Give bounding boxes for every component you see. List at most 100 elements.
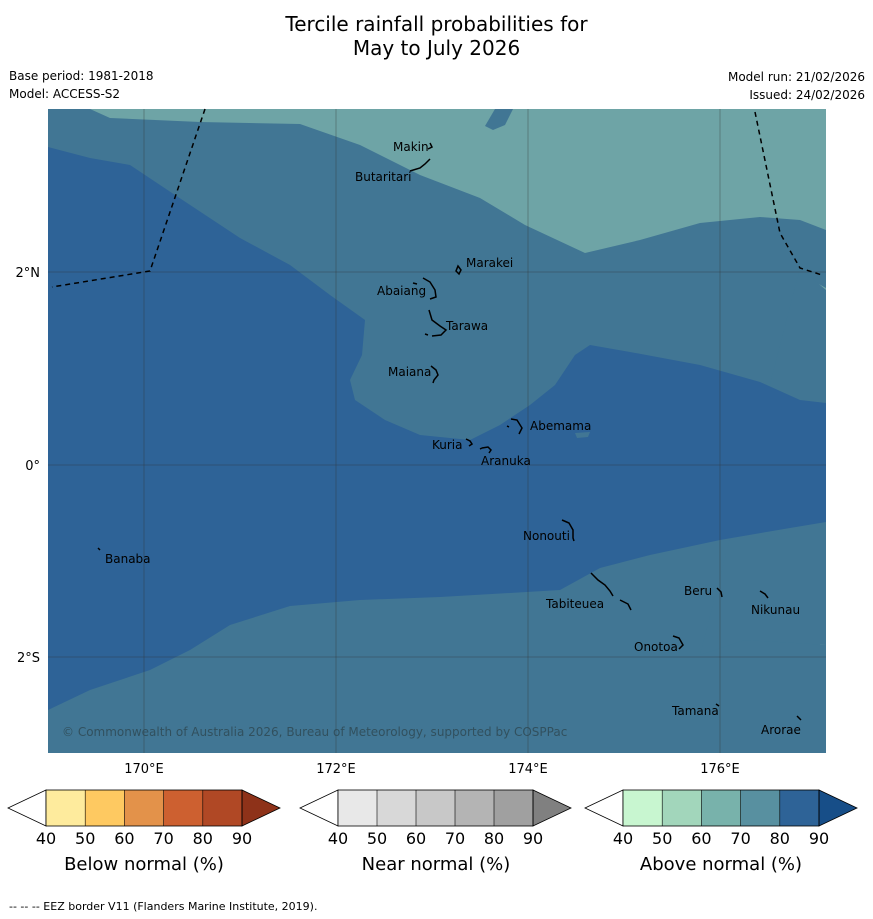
colorbar-above-segment <box>701 790 741 826</box>
island-label-aranuka: Aranuka <box>481 454 531 468</box>
colorbar-above-tick-label: 50 <box>652 829 672 848</box>
coast-maiana <box>430 365 439 384</box>
coast-nikunau <box>759 590 769 599</box>
coast-abemama <box>506 418 523 435</box>
model-name: Model: ACCESS-S2 <box>9 87 121 101</box>
lon-label-170: 170°E <box>124 762 164 777</box>
colorbar-near-tick-label: 70 <box>445 829 465 848</box>
coast-beru <box>716 587 723 598</box>
coast-banaba <box>97 547 101 551</box>
probability-layers <box>48 109 826 753</box>
issued-date: Issued: 24/02/2026 <box>749 88 865 102</box>
graticule <box>48 109 826 753</box>
coast-nonouti <box>561 519 575 542</box>
eez-border-east <box>754 111 823 276</box>
lat-label-2n: 2°N <box>16 266 41 281</box>
coast-tarawa <box>424 309 448 337</box>
lat-label-0: 0° <box>25 459 40 474</box>
coast-aranuka <box>479 446 492 454</box>
eez-footnote: -- -- -- EEZ border V11 (Flanders Marine… <box>9 900 318 913</box>
colorbar-below-tick-label: 60 <box>114 829 134 848</box>
island-label-tamana: Tamana <box>671 704 719 718</box>
colorbar-above-segment <box>662 790 702 826</box>
colorbar-below-segment <box>124 790 164 826</box>
base-period: Base period: 1981-2018 <box>9 69 154 83</box>
coast-onotoa <box>672 635 684 650</box>
coast-tabiteuea <box>590 572 632 611</box>
colorbar-near-outline <box>337 789 534 827</box>
island-label-marakei: Marakei <box>466 256 513 270</box>
colorbar-near-segment <box>455 790 494 826</box>
coast-kuria <box>465 438 474 447</box>
copyright-notice: © Commonwealth of Australia 2026, Bureau… <box>62 725 567 739</box>
colorbar-below-segment <box>202 790 242 826</box>
island-label-beru: Beru <box>684 584 712 598</box>
colorbar-below-tick-label: 40 <box>36 829 56 848</box>
title-line-2: May to July 2026 <box>352 36 521 60</box>
colorbar-above: 40 50 60 70 80 90 <box>584 789 858 848</box>
island-label-abaiang: Abaiang <box>377 284 426 298</box>
colorbar-near-segment <box>494 790 533 826</box>
colorbar-above-tick-label: 90 <box>809 829 829 848</box>
colorbar-below-outline <box>45 789 243 827</box>
colorbar-above-tick-label: 40 <box>613 829 633 848</box>
colorbar-near-tick-label: 80 <box>484 829 504 848</box>
colorbar-near: 40 50 60 70 80 90 <box>299 789 572 848</box>
colorbar-near-segment <box>377 790 416 826</box>
lon-label-172: 172°E <box>316 762 356 777</box>
island-label-kuria: Kuria <box>432 438 463 452</box>
colorbar-below-segment <box>46 790 86 826</box>
colorbar-above-tick-label: 80 <box>770 829 790 848</box>
island-label-nikunau: Nikunau <box>751 603 800 617</box>
colorbar-below-tick-label: 90 <box>232 829 252 848</box>
colorbar-near-segment <box>416 790 455 826</box>
coastlines <box>97 142 802 721</box>
island-label-abemama: Abemama <box>530 419 591 433</box>
coast-tamana <box>715 703 720 707</box>
colorbar-above-high-tip <box>818 789 858 827</box>
colorbar-near-high-tip <box>532 789 572 827</box>
small-shoal-north <box>485 109 513 130</box>
coast-butaritari <box>409 158 431 172</box>
island-label-butaritari: Butaritari <box>355 170 412 184</box>
colorbar-above-segment <box>623 790 663 826</box>
island-label-onotoa: Onotoa <box>634 640 678 654</box>
lon-label-176: 176°E <box>700 762 740 777</box>
colorbar-below-tick-label: 80 <box>193 829 213 848</box>
colorbar-above-low-tip <box>584 789 624 827</box>
island-label-arorae: Arorae <box>761 723 801 737</box>
colorbar-below: 40 50 60 70 80 90 <box>7 789 281 848</box>
model-run-date: Model run: 21/02/2026 <box>727 70 865 84</box>
coast-makin <box>427 142 434 150</box>
colorbar-above-tick-label: 70 <box>730 829 750 848</box>
island-label-makin: Makin <box>393 140 429 154</box>
island-label-tarawa: Tarawa <box>445 319 488 333</box>
colorbar-near-tick-label: 90 <box>523 829 543 848</box>
colorbar-below-high-tip <box>241 789 281 827</box>
coast-abaiang <box>412 277 437 300</box>
colorbar-below-low-tip <box>7 789 47 827</box>
colorbar-above-segment <box>740 790 780 826</box>
coast-marakei <box>455 264 462 276</box>
colorbar-legends: 40 50 60 70 80 90 40 50 60 70 80 90 40 50 60 70 80 90 <box>7 789 858 848</box>
island-label-tabiteuea: Tabiteuea <box>545 597 604 611</box>
colorbar-below-tick-label: 70 <box>153 829 173 848</box>
colorbar-below-tick-label: 50 <box>75 829 95 848</box>
lat-axis-labels: 2°N 0° 2°S <box>16 266 41 666</box>
small-shoal-abemama <box>575 432 590 438</box>
lon-label-174: 174°E <box>508 762 548 777</box>
title-line-1: Tercile rainfall probabilities for <box>285 12 588 36</box>
eez-borders <box>51 108 823 288</box>
eez-border-west <box>51 108 206 288</box>
chart-title: Tercile rainfall probabilities for May t… <box>0 12 873 60</box>
island-label-banaba: Banaba <box>105 552 151 566</box>
colorbar-below-segment <box>85 790 125 826</box>
zone-high-prob <box>48 147 826 710</box>
coast-arorae <box>796 715 802 721</box>
colorbar-near-tick-label: 40 <box>328 829 348 848</box>
colorbar-near-low-tip <box>299 789 339 827</box>
colorbar-above-segment <box>779 790 819 826</box>
island-labels: Makin Butaritari Marakei Abaiang Tarawa Maian… <box>105 140 801 737</box>
colorbar-near-tick-label: 50 <box>367 829 387 848</box>
